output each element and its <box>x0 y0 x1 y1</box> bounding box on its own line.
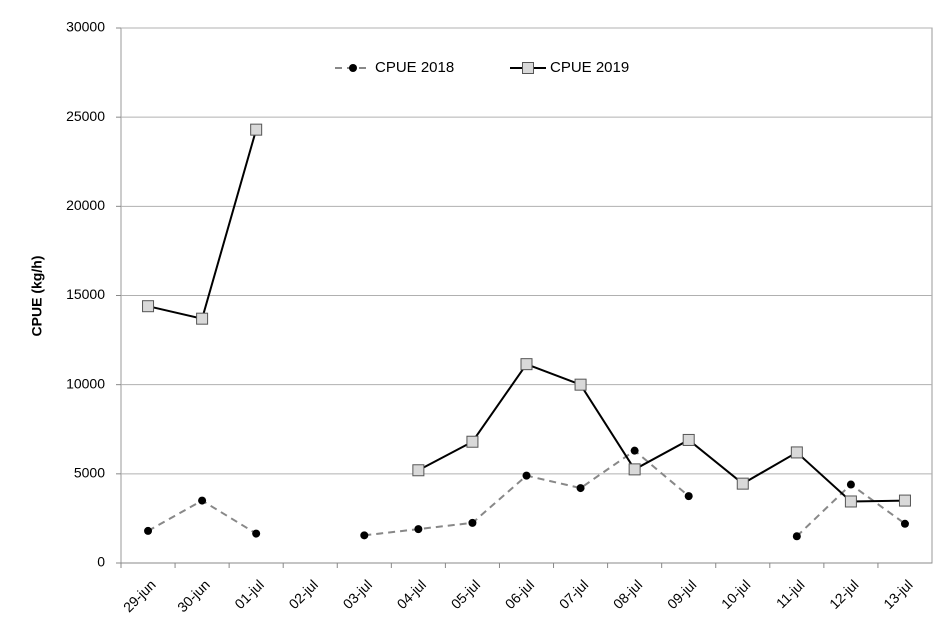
y-tick-label: 10000 <box>66 375 105 391</box>
data-point <box>846 480 855 489</box>
data-point <box>250 123 263 136</box>
y-tick-label: 0 <box>97 554 105 570</box>
data-point <box>844 495 857 508</box>
data-point <box>196 312 209 325</box>
y-axis-label: CPUE (kg/h) <box>29 256 45 337</box>
x-tick-label: 12-jul <box>826 576 862 612</box>
legend-label: CPUE 2019 <box>550 59 629 76</box>
series-line <box>147 129 258 320</box>
data-point <box>682 433 695 446</box>
x-tick-label: 05-jul <box>448 576 484 612</box>
y-tick-label: 15000 <box>66 286 105 302</box>
legend-label: CPUE 2018 <box>375 59 454 76</box>
series-line <box>147 499 257 535</box>
x-tick-label: 04-jul <box>394 576 430 612</box>
data-point <box>522 471 531 480</box>
data-point <box>520 358 533 371</box>
data-point <box>790 446 803 459</box>
x-tick-label: 08-jul <box>610 576 646 612</box>
data-point <box>142 300 155 313</box>
y-tick-label: 30000 <box>66 19 105 35</box>
y-tick-label: 5000 <box>74 465 105 481</box>
x-tick-label: 01-jul <box>231 576 267 612</box>
x-tick-label: 06-jul <box>502 576 538 612</box>
data-point <box>468 518 477 527</box>
data-point <box>360 531 369 540</box>
series-line <box>364 449 690 537</box>
data-point <box>736 477 749 490</box>
data-point <box>792 532 801 541</box>
x-tick-label: 30-jun <box>174 576 213 615</box>
x-tick-label: 03-jul <box>340 576 376 612</box>
data-point <box>900 519 909 528</box>
series-line <box>796 483 906 537</box>
data-point <box>412 464 425 477</box>
data-point <box>574 378 587 391</box>
data-point <box>628 463 641 476</box>
y-tick-label: 25000 <box>66 108 105 124</box>
x-tick-label: 29-jun <box>120 576 159 615</box>
data-point <box>898 494 911 507</box>
data-point <box>198 496 207 505</box>
data-point <box>414 525 423 534</box>
x-tick-label: 02-jul <box>285 576 321 612</box>
x-tick-label: 09-jul <box>664 576 700 612</box>
legend-marker <box>349 64 357 72</box>
x-tick-label: 11-jul <box>773 576 808 611</box>
data-point <box>630 446 639 455</box>
x-tick-label: 10-jul <box>718 576 754 612</box>
x-tick-label: 13-jul <box>880 576 916 612</box>
data-point <box>576 484 585 493</box>
series-line <box>417 362 905 503</box>
x-tick-label: 07-jul <box>556 576 592 612</box>
data-point <box>144 526 153 535</box>
data-point <box>466 435 479 448</box>
data-point <box>684 492 693 501</box>
data-point <box>252 529 261 538</box>
legend-marker <box>522 62 534 74</box>
y-tick-label: 20000 <box>66 197 105 213</box>
